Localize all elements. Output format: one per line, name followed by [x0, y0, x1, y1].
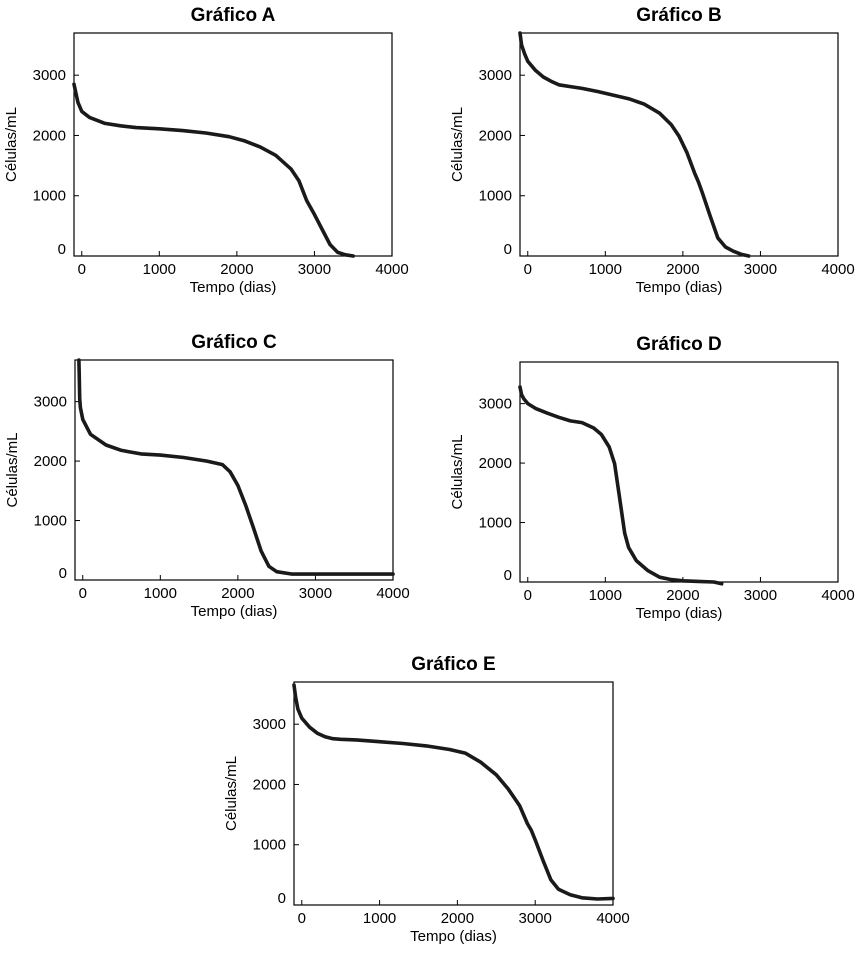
x-tick-label: 1000 [144, 585, 177, 602]
chart-panel-c: Gráfico C 0 1000 2000 3000 0 1000 2000 3000 4000 T… [0, 326, 420, 636]
y-axis-label: Células/mL [3, 107, 20, 182]
x-tick-label: 3000 [744, 587, 777, 604]
chart-title: Gráfico E [411, 654, 495, 675]
chart-title: Gráfico A [191, 5, 276, 26]
x-tick-label: 1000 [143, 261, 176, 278]
x-tick-label: 1000 [363, 910, 396, 927]
x-axis-label: Tempo (dias) [636, 279, 723, 296]
y-tick-label: 1000 [479, 515, 512, 532]
plot-frame [519, 361, 839, 583]
y-tick-label: 2000 [34, 453, 67, 470]
x-tick-label: 4000 [376, 585, 409, 602]
y-tick-label: 3000 [253, 716, 286, 733]
series-line [77, 358, 395, 576]
x-tick-label: 3000 [299, 585, 332, 602]
chart-panel-e: Gráfico E 0 1000 2000 3000 0 1000 2000 3000 4000 T… [220, 648, 640, 958]
x-tick-label: 0 [79, 585, 87, 602]
chart-title: Gráfico D [636, 334, 722, 355]
plot-frame [73, 32, 393, 257]
y-tick-label: 1000 [33, 188, 66, 205]
x-axis-label: Tempo (dias) [191, 603, 278, 620]
x-axis-label: Tempo (dias) [410, 928, 497, 945]
series-line [72, 82, 356, 258]
x-tick-label: 2000 [666, 587, 699, 604]
chart-panel-b: Gráfico B 0 1000 2000 3000 0 1000 2000 3000 4000 T… [446, 0, 859, 310]
y-tick-label: 3000 [34, 394, 67, 411]
series-line [292, 683, 615, 901]
chart-panel-d: Gráfico D 0 1000 2000 3000 0 1000 2000 3000 4000 T… [446, 326, 859, 636]
y-tick-label: 2000 [479, 127, 512, 144]
y-axis-label: Células/mL [4, 432, 21, 507]
plot-frame [293, 681, 614, 906]
chart-d: Gráfico D 0 1000 2000 3000 0 1000 2000 3000 4000 T… [449, 334, 855, 622]
x-tick-label: 4000 [821, 587, 854, 604]
y-axis-label: Células/mL [449, 434, 466, 509]
series-line [518, 31, 751, 258]
series-line [518, 385, 724, 586]
y-tick-label: 2000 [253, 776, 286, 793]
y-tick-label: 1000 [253, 837, 286, 854]
y-tick-label: 3000 [33, 67, 66, 84]
y-tick-label: 1000 [34, 513, 67, 530]
x-tick-label: 3000 [519, 910, 552, 927]
y-tick-label: 0 [58, 241, 66, 258]
x-tick-label: 0 [298, 910, 306, 927]
y-tick-label: 3000 [479, 396, 512, 413]
x-tick-label: 2000 [220, 261, 253, 278]
x-tick-label: 3000 [298, 261, 331, 278]
x-tick-label: 0 [524, 587, 532, 604]
y-tick-label: 0 [504, 567, 512, 584]
x-tick-label: 3000 [744, 261, 777, 278]
chart-c: Gráfico C 0 1000 2000 3000 0 1000 2000 3000 4000 T… [4, 332, 410, 620]
x-tick-label: 0 [524, 261, 532, 278]
x-axis-label: Tempo (dias) [190, 279, 277, 296]
chart-title: Gráfico B [636, 5, 722, 26]
y-tick-label: 1000 [479, 188, 512, 205]
x-tick-label: 1000 [589, 261, 622, 278]
chart-title: Gráfico C [191, 332, 277, 353]
y-tick-label: 2000 [33, 127, 66, 144]
x-tick-label: 4000 [821, 261, 854, 278]
plot-frame [519, 32, 839, 257]
chart-b: Gráfico B 0 1000 2000 3000 0 1000 2000 3000 4000 T… [449, 5, 855, 296]
x-tick-label: 1000 [589, 587, 622, 604]
x-axis-label: Tempo (dias) [636, 605, 723, 622]
x-tick-label: 2000 [666, 261, 699, 278]
x-tick-label: 4000 [375, 261, 408, 278]
y-tick-label: 0 [504, 241, 512, 258]
x-tick-label: 4000 [596, 910, 629, 927]
x-tick-label: 2000 [441, 910, 474, 927]
chart-e: Gráfico E 0 1000 2000 3000 0 1000 2000 3000 4000 T… [223, 654, 630, 945]
chart-a: Gráfico A 0 1000 2000 3000 0 1000 2000 3000 4000 T… [3, 5, 409, 296]
x-tick-label: 0 [78, 261, 86, 278]
x-tick-label: 2000 [221, 585, 254, 602]
y-axis-label: Células/mL [223, 756, 240, 831]
chart-panel-a: Gráfico A 0 1000 2000 3000 0 1000 2000 3000 4000 T… [0, 0, 420, 310]
plot-frame [74, 359, 394, 581]
y-tick-label: 3000 [479, 67, 512, 84]
y-tick-label: 2000 [479, 455, 512, 472]
y-axis-label: Células/mL [449, 107, 466, 182]
y-tick-label: 0 [59, 565, 67, 582]
y-tick-label: 0 [278, 890, 286, 907]
